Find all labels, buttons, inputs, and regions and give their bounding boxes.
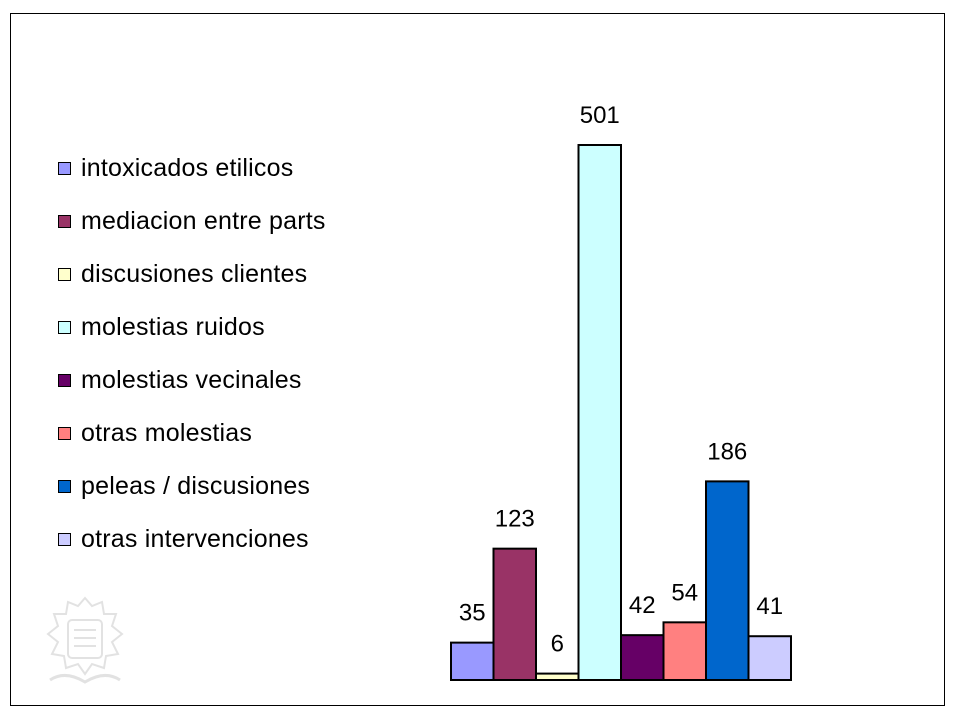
- bar-intoxicados-etilicos: [450, 641, 495, 682]
- data-label: 186: [707, 438, 747, 465]
- legend-swatch: [58, 267, 71, 281]
- legend-label: otras intervenciones: [81, 524, 309, 553]
- municipal-crest-icon: [46, 596, 124, 684]
- legend-label: discusiones clientes: [81, 259, 308, 288]
- bar-otras-molestias: [662, 621, 707, 681]
- legend-swatch: [58, 426, 71, 440]
- legend-item: mediacion entre parts: [58, 201, 326, 241]
- legend-item: otras intervenciones: [58, 519, 309, 559]
- legend-item: otras molestias: [58, 413, 252, 453]
- slide-frame: [10, 13, 945, 706]
- data-label: 42: [629, 592, 656, 619]
- data-label: 123: [495, 506, 535, 533]
- bar-molestias-ruidos: [577, 144, 622, 681]
- bar-otras-intervenciones: [747, 635, 792, 682]
- data-label: 54: [671, 579, 698, 606]
- legend-item: peleas / discusiones: [58, 466, 310, 506]
- data-label: 35: [459, 600, 486, 627]
- legend-swatch: [58, 320, 71, 334]
- bar-peleas-discusiones: [705, 480, 750, 682]
- legend-item: intoxicados etilicos: [58, 148, 293, 188]
- legend-label: molestias ruidos: [81, 312, 265, 341]
- data-label: 501: [580, 102, 620, 129]
- legend-item: molestias ruidos: [58, 307, 265, 347]
- legend-label: intoxicados etilicos: [81, 153, 294, 182]
- data-label: 6: [551, 631, 564, 658]
- legend-item: molestias vecinales: [58, 360, 302, 400]
- legend-swatch: [58, 373, 71, 387]
- legend-label: molestias vecinales: [81, 365, 302, 394]
- legend-swatch: [58, 532, 71, 546]
- legend-label: mediacion entre parts: [81, 206, 326, 235]
- data-label: 41: [756, 593, 783, 620]
- legend-swatch: [58, 161, 71, 175]
- legend-swatch: [58, 479, 71, 493]
- bar-mediacion-entre-parts: [492, 547, 537, 682]
- legend-swatch: [58, 214, 71, 228]
- legend-label: otras molestias: [81, 418, 253, 447]
- bar-molestias-vecinales: [620, 634, 665, 682]
- legend-label: peleas / discusiones: [81, 471, 311, 500]
- legend-item: discusiones clientes: [58, 254, 307, 294]
